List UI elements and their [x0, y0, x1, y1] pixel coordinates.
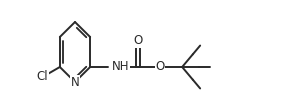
- Text: Cl: Cl: [37, 71, 48, 84]
- Text: O: O: [133, 35, 143, 48]
- Text: N: N: [71, 76, 79, 89]
- Text: NH: NH: [112, 61, 130, 74]
- Text: O: O: [155, 61, 165, 74]
